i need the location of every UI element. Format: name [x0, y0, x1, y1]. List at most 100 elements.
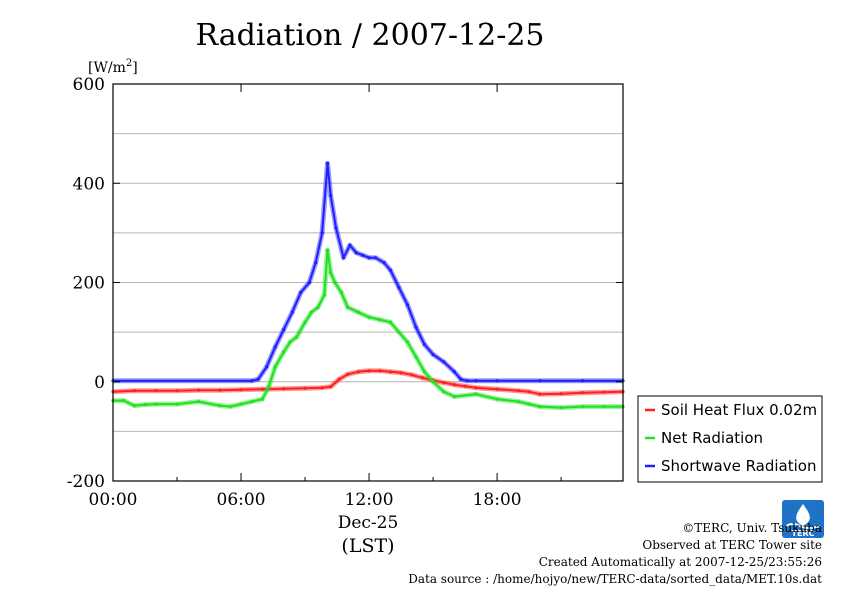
data-point	[175, 389, 179, 393]
data-point	[316, 305, 320, 309]
legend: Soil Heat Flux 0.02m Net Radiation Shortwa…	[637, 395, 823, 483]
data-point	[132, 389, 136, 393]
data-point	[260, 397, 264, 401]
y-tick-label: 400	[73, 174, 105, 194]
series-layer	[111, 160, 625, 411]
data-point	[495, 387, 499, 391]
data-point	[265, 365, 269, 369]
data-point	[196, 400, 200, 404]
data-point	[337, 377, 341, 381]
data-point	[322, 293, 326, 297]
data-point	[452, 370, 457, 374]
data-point	[463, 384, 467, 388]
data-point	[431, 352, 435, 357]
data-point	[132, 403, 136, 408]
data-point	[273, 345, 277, 349]
data-point	[329, 194, 333, 198]
data-point	[346, 372, 350, 376]
data-point	[288, 340, 292, 344]
credit-created: Created Automatically at 2007-12-25/23:5…	[539, 555, 822, 569]
legend-box	[637, 395, 823, 483]
x-axis-label: (LST)	[341, 535, 394, 557]
data-point	[299, 290, 303, 295]
data-point	[474, 379, 478, 383]
x-tick-label: 18:00	[473, 490, 522, 510]
data-point	[303, 386, 307, 390]
data-point	[388, 370, 393, 374]
data-point	[516, 400, 521, 404]
data-point	[239, 388, 243, 392]
data-point	[431, 380, 435, 384]
data-point	[602, 404, 606, 409]
data-point	[397, 330, 401, 334]
data-point	[367, 369, 371, 373]
y-tick-label: 0	[94, 373, 105, 393]
data-point	[397, 285, 401, 290]
data-point	[420, 376, 425, 380]
data-point	[290, 310, 294, 314]
data-point	[218, 388, 222, 392]
data-point	[405, 303, 410, 307]
data-point	[339, 290, 343, 295]
data-point	[414, 355, 418, 359]
data-point	[260, 387, 264, 391]
data-point	[325, 248, 330, 252]
data-point	[329, 385, 333, 389]
data-point	[559, 392, 563, 396]
data-point	[422, 342, 427, 347]
data-point	[442, 390, 446, 394]
credit-copyright: ©TERC, Univ. Tsukuba	[682, 521, 822, 535]
terc-logo: TERC	[782, 500, 824, 538]
data-point	[346, 305, 350, 309]
data-point	[356, 310, 360, 314]
data-point	[580, 404, 585, 409]
data-point	[452, 395, 457, 399]
data-point	[309, 310, 314, 314]
data-point	[239, 402, 243, 406]
data-point	[388, 268, 393, 272]
data-point	[527, 390, 531, 394]
data-point	[405, 340, 410, 344]
credit-source: Data source : /home/hojyo/new/TERC-data/…	[408, 572, 822, 586]
terc-logo-text: TERC	[792, 529, 815, 538]
data-point	[282, 387, 286, 391]
series-line-1	[113, 249, 623, 409]
data-point	[414, 325, 418, 329]
data-point	[154, 389, 158, 393]
data-point	[495, 397, 499, 401]
data-point	[122, 399, 126, 403]
series-line-0	[112, 369, 624, 396]
data-point	[196, 388, 200, 392]
wave-icon	[785, 523, 821, 529]
data-point	[410, 373, 414, 377]
data-point	[250, 379, 254, 383]
axis-ticks: -200 0 200 400 600 00:00 06:00 12:00 18:00	[67, 75, 623, 510]
data-point	[341, 256, 346, 260]
data-point	[329, 270, 333, 275]
series-line-2	[113, 162, 623, 382]
series-line-halo-2	[113, 160, 623, 384]
data-point	[602, 390, 606, 394]
data-point	[452, 383, 457, 387]
data-point	[348, 243, 352, 247]
legend-label: Shortwave Radiation	[661, 457, 817, 475]
data-point	[516, 389, 521, 393]
data-point	[388, 320, 393, 324]
x-tick-label: 12:00	[345, 490, 394, 510]
data-point	[320, 231, 324, 235]
data-point	[378, 318, 382, 322]
y-tick-label: 200	[73, 274, 105, 294]
credit-observed: Observed at TERC Tower site	[642, 538, 822, 552]
data-point	[474, 392, 478, 396]
data-point	[354, 251, 358, 255]
data-point	[256, 377, 260, 381]
data-point	[459, 377, 463, 381]
data-point	[474, 386, 478, 390]
data-point	[367, 315, 371, 319]
data-point	[538, 404, 542, 409]
water-drop-icon	[796, 504, 810, 526]
data-point	[361, 253, 365, 257]
series-line-halo-1	[113, 247, 623, 411]
data-point	[267, 385, 271, 389]
